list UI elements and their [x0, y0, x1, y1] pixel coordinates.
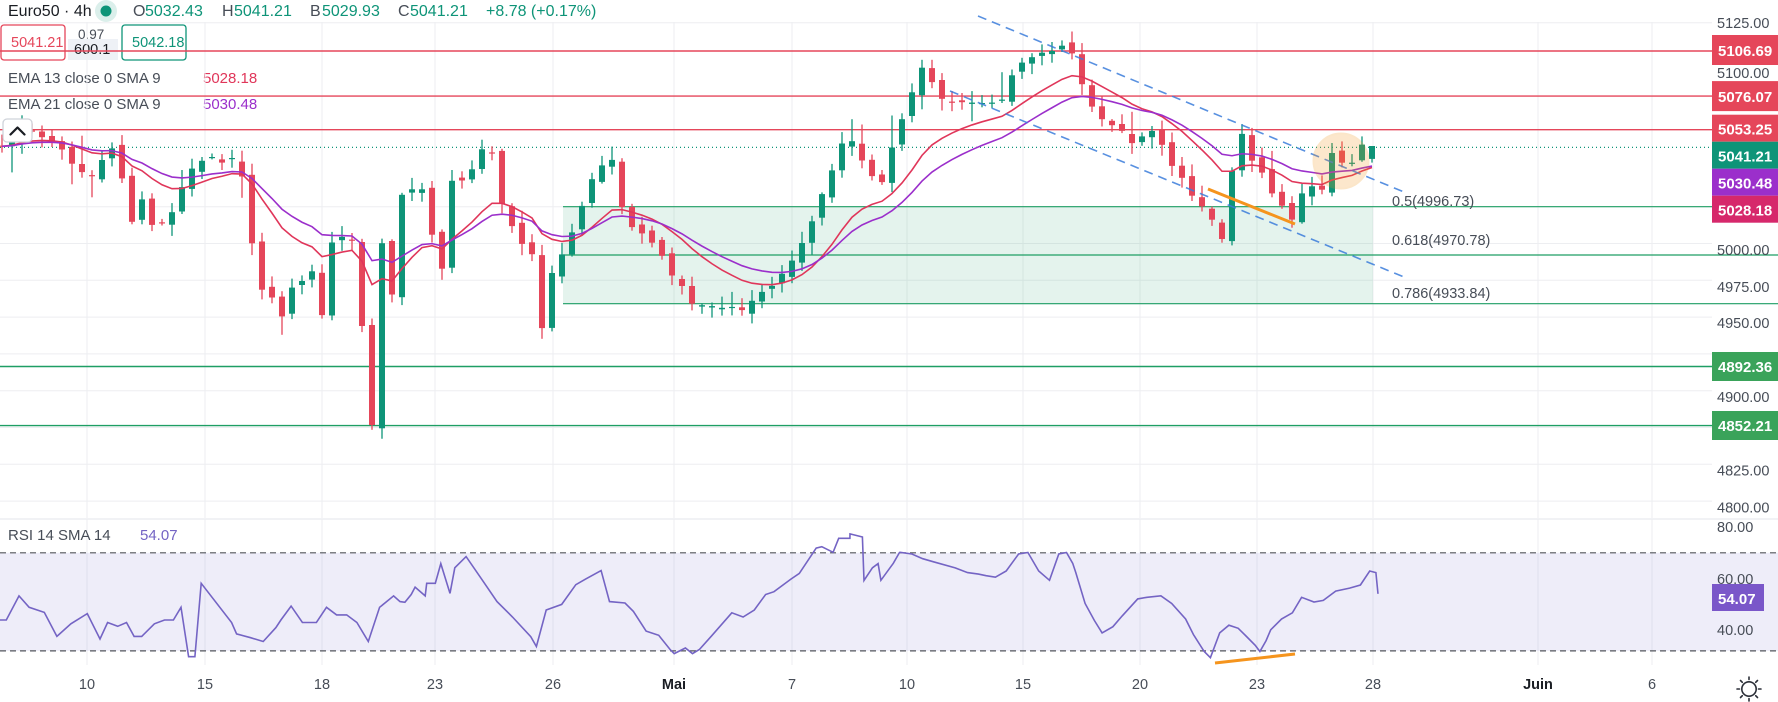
svg-text:Mai: Mai	[662, 677, 686, 693]
svg-text:10: 10	[899, 677, 915, 693]
svg-text:80.00: 80.00	[1717, 520, 1753, 536]
svg-text:20: 20	[1132, 677, 1148, 693]
svg-text:5100.00: 5100.00	[1717, 66, 1769, 82]
svg-text:0.5(4996.73): 0.5(4996.73)	[1392, 194, 1474, 210]
svg-text:26: 26	[545, 677, 561, 693]
svg-text:54.07: 54.07	[140, 527, 178, 544]
svg-text:4800.00: 4800.00	[1717, 501, 1769, 517]
svg-text:10: 10	[79, 677, 95, 693]
svg-text:5030.48: 5030.48	[1718, 176, 1772, 193]
svg-text:4852.21: 4852.21	[1718, 418, 1772, 435]
svg-text:5041.21: 5041.21	[1718, 149, 1772, 166]
svg-text:C: C	[398, 3, 410, 20]
svg-text:15: 15	[197, 677, 213, 693]
svg-text:4900.00: 4900.00	[1717, 390, 1769, 406]
svg-text:23: 23	[1249, 677, 1265, 693]
svg-text:5041.21: 5041.21	[410, 3, 468, 20]
svg-text:EMA 13 close 0 SMA 9: EMA 13 close 0 SMA 9	[8, 70, 161, 87]
svg-text:EMA 21 close 0 SMA 9: EMA 21 close 0 SMA 9	[8, 96, 161, 113]
svg-text:4975.00: 4975.00	[1717, 280, 1769, 296]
svg-text:4950.00: 4950.00	[1717, 316, 1769, 332]
svg-text:5041.21: 5041.21	[234, 3, 292, 20]
svg-text:5041.21: 5041.21	[11, 35, 63, 51]
svg-text:5032.43: 5032.43	[145, 3, 203, 20]
svg-text:5000.00: 5000.00	[1717, 243, 1769, 259]
svg-text:18: 18	[314, 677, 330, 693]
svg-text:15: 15	[1015, 677, 1031, 693]
svg-text:Euro50 · 4h: Euro50 · 4h	[8, 3, 92, 20]
svg-text:6: 6	[1648, 677, 1656, 693]
svg-text:4825.00: 4825.00	[1717, 464, 1769, 480]
svg-text:B: B	[310, 3, 321, 20]
svg-text:0.786(4933.84): 0.786(4933.84)	[1392, 286, 1490, 302]
svg-text:5028.18: 5028.18	[1718, 203, 1772, 220]
svg-text:5053.25: 5053.25	[1718, 122, 1772, 139]
svg-text:5125.00: 5125.00	[1717, 16, 1769, 32]
svg-text:5106.69: 5106.69	[1718, 43, 1772, 60]
svg-text:0.618(4970.78): 0.618(4970.78)	[1392, 233, 1490, 249]
svg-text:7: 7	[788, 677, 796, 693]
svg-text:4892.36: 4892.36	[1718, 359, 1772, 376]
svg-text:+8.78 (+0.17%): +8.78 (+0.17%)	[486, 3, 596, 20]
svg-text:23: 23	[427, 677, 443, 693]
svg-text:5030.48: 5030.48	[203, 96, 257, 113]
svg-text:O: O	[133, 3, 145, 20]
svg-text:5076.07: 5076.07	[1718, 89, 1772, 106]
svg-text:5042.18: 5042.18	[132, 35, 184, 51]
svg-text:RSI 14 SMA 14: RSI 14 SMA 14	[8, 527, 111, 544]
svg-text:28: 28	[1365, 677, 1381, 693]
svg-text:600.1: 600.1	[74, 42, 110, 58]
svg-text:5028.18: 5028.18	[203, 70, 257, 87]
svg-text:40.00: 40.00	[1717, 623, 1753, 639]
svg-text:H: H	[222, 3, 234, 20]
svg-text:Juin: Juin	[1523, 677, 1553, 693]
svg-text:5029.93: 5029.93	[322, 3, 380, 20]
svg-text:54.07: 54.07	[1718, 591, 1756, 608]
